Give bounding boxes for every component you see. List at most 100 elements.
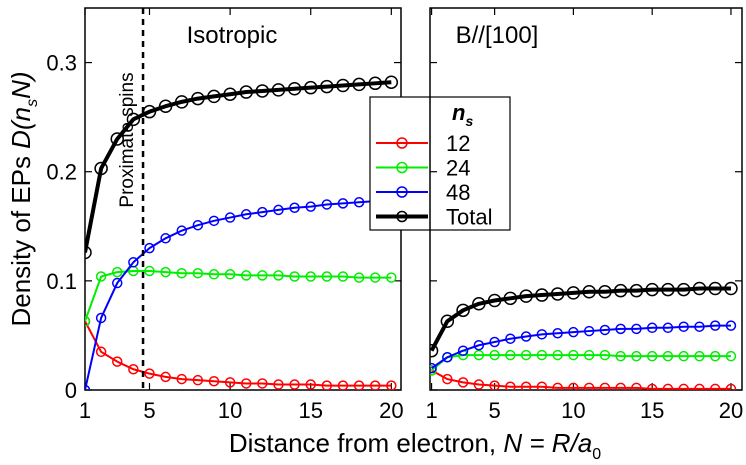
- marker: [208, 215, 220, 227]
- marker: [352, 77, 366, 92]
- x-tick-label: 15: [298, 398, 322, 423]
- legend-marker: [396, 161, 408, 174]
- x-label-part: Distance from electron,: [229, 428, 504, 458]
- y-label-part: D(n: [6, 107, 36, 149]
- x-label-part: 0: [592, 446, 601, 463]
- marker: [599, 324, 611, 336]
- marker: [337, 380, 349, 390]
- marker: [520, 349, 532, 361]
- marker: [337, 271, 349, 282]
- marker: [321, 380, 333, 390]
- marker: [240, 270, 252, 281]
- series-line: [430, 286, 731, 352]
- marker: [144, 265, 155, 277]
- legend-title-main: n: [452, 100, 465, 125]
- marker: [191, 91, 205, 106]
- y-label-part: N): [6, 71, 36, 98]
- marker: [271, 83, 286, 97]
- marker: [662, 322, 674, 334]
- marker: [646, 350, 658, 362]
- marker: [709, 320, 721, 331]
- marker: [678, 350, 689, 362]
- marker: [440, 314, 455, 328]
- marker: [615, 382, 626, 390]
- marker: [192, 267, 204, 279]
- marker: [353, 272, 365, 283]
- marker: [599, 382, 611, 390]
- marker: [662, 383, 674, 390]
- marker: [725, 350, 737, 362]
- marker: [676, 282, 691, 297]
- marker: [224, 377, 236, 388]
- marker: [473, 379, 485, 390]
- marker: [709, 383, 721, 390]
- marker: [160, 266, 171, 278]
- marker: [144, 368, 155, 379]
- legend-title-sub: s: [465, 113, 473, 129]
- legend-title: ns: [452, 100, 473, 129]
- marker: [520, 331, 532, 342]
- marker: [442, 373, 453, 385]
- y-tick-label: 0.1: [46, 269, 77, 294]
- marker: [520, 381, 532, 390]
- x-tick-label: 15: [640, 398, 664, 423]
- marker: [369, 272, 381, 283]
- marker: [126, 112, 141, 127]
- marker: [305, 379, 316, 390]
- marker: [519, 289, 533, 303]
- marker: [287, 82, 302, 96]
- marker: [111, 277, 123, 289]
- legend-marker: [396, 137, 408, 149]
- series-line: [85, 320, 392, 387]
- marker: [566, 286, 581, 300]
- marker: [678, 383, 689, 390]
- panel-annotation: Isotropic: [187, 22, 278, 49]
- series-line: [431, 369, 731, 390]
- marker: [505, 349, 516, 361]
- marker: [661, 282, 675, 297]
- marker: [568, 326, 579, 338]
- marker: [598, 285, 612, 299]
- marker: [95, 271, 107, 282]
- y-label-part: Density of EPs: [6, 149, 36, 327]
- x-tick-label: 10: [218, 398, 242, 423]
- marker: [536, 329, 548, 340]
- marker: [95, 312, 107, 324]
- x-tick-label: 1: [425, 398, 437, 423]
- marker: [174, 95, 189, 109]
- legend-box: [369, 96, 511, 231]
- marker: [321, 199, 333, 210]
- marker: [708, 281, 722, 296]
- marker: [110, 132, 124, 146]
- marker: [550, 287, 565, 301]
- marker: [725, 320, 737, 331]
- marker: [599, 349, 611, 361]
- x-label-part: N = R/a: [503, 428, 592, 458]
- marker: [95, 346, 107, 358]
- x-axis-label: Distance from electron, N = R/a0: [229, 428, 601, 463]
- marker: [144, 242, 155, 254]
- y-tick-label: 0.3: [46, 51, 77, 76]
- marker: [85, 315, 91, 327]
- x-tick-label: 20: [379, 398, 403, 423]
- marker: [645, 282, 659, 297]
- marker: [613, 283, 628, 298]
- marker: [85, 245, 92, 260]
- x-tick-label: 10: [561, 398, 585, 423]
- marker: [694, 350, 705, 362]
- marker: [320, 79, 334, 94]
- marker: [457, 345, 469, 356]
- marker: [160, 371, 171, 383]
- marker: [224, 212, 236, 223]
- marker: [176, 225, 187, 236]
- marker: [192, 219, 204, 231]
- legend-label: 24: [446, 156, 470, 181]
- marker: [255, 84, 270, 98]
- marker: [505, 381, 516, 390]
- marker: [473, 340, 485, 351]
- y-tick-label: 0.2: [46, 160, 77, 185]
- series-line: [430, 354, 731, 372]
- marker: [489, 336, 500, 348]
- marker: [223, 87, 237, 101]
- marker: [694, 321, 705, 332]
